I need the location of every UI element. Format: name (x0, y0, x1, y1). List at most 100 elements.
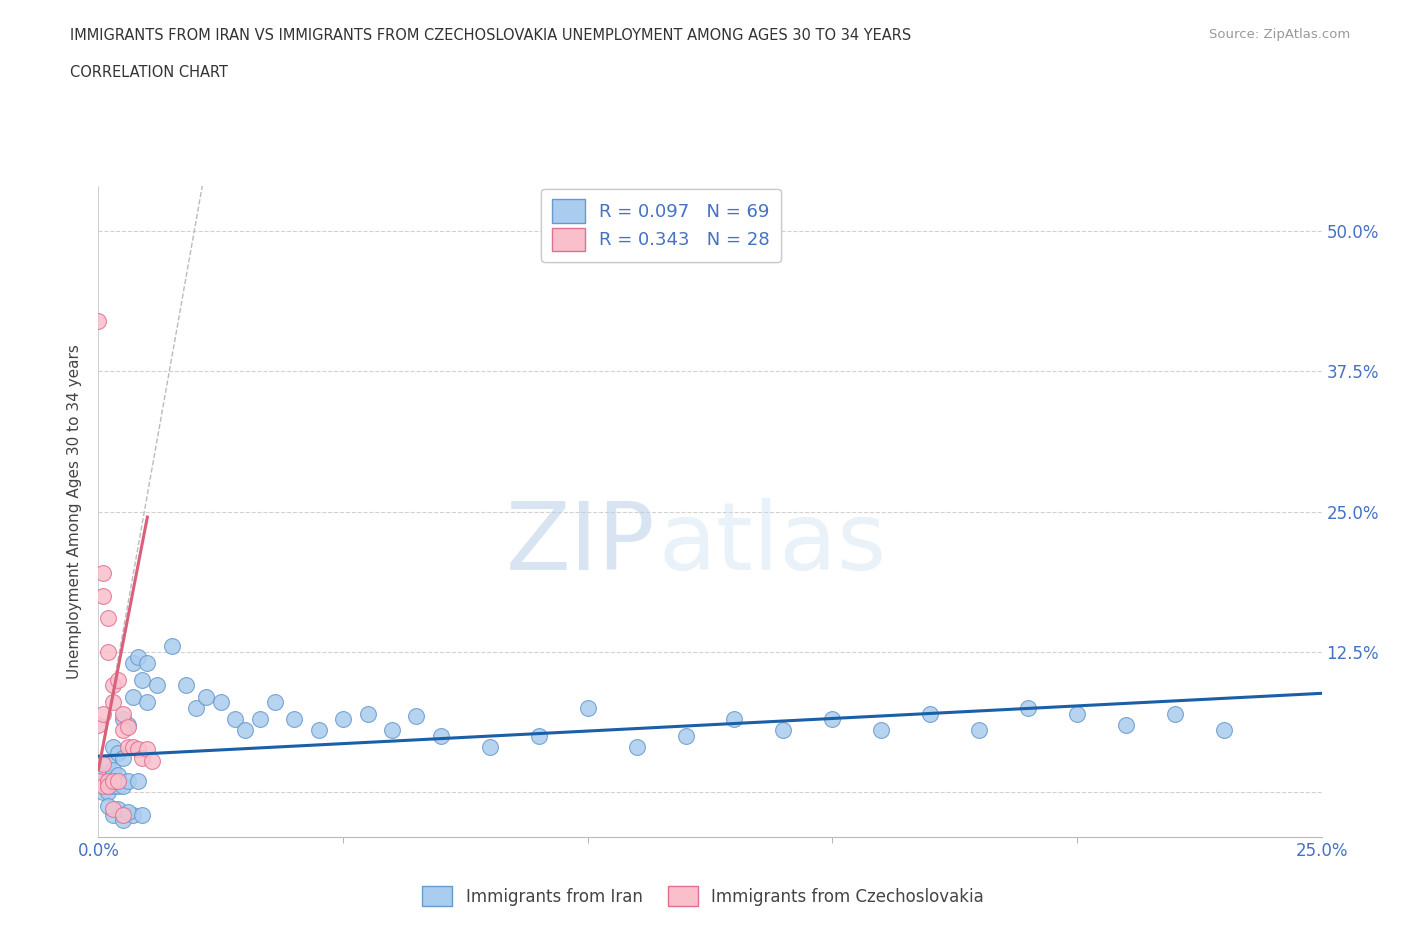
Point (107, 774, 129, 789)
Point (186, 700, 208, 715)
Point (209, 695, 232, 710)
Point (107, 779, 129, 794)
Point (117, 739, 139, 754)
Point (87, 779, 110, 794)
Point (97, 774, 120, 789)
Point (107, 745, 129, 760)
Point (308, 723, 330, 737)
Point (87, 763, 110, 777)
Point (101, 763, 124, 777)
Point (117, 717, 139, 732)
Point (821, 711, 844, 726)
Point (97, 774, 120, 789)
Point (91, 785, 114, 800)
Point (356, 706, 378, 721)
Text: Source: ZipAtlas.com: Source: ZipAtlas.com (1209, 28, 1350, 41)
Point (91, 779, 114, 794)
Point (87, 313, 110, 328)
Point (91, 565, 114, 580)
Point (117, 774, 139, 789)
Point (97, 779, 120, 794)
Point (111, 723, 134, 737)
Point (136, 656, 159, 671)
Point (723, 711, 745, 726)
Point (101, 774, 124, 789)
Point (111, 751, 134, 766)
Point (405, 709, 427, 724)
Point (127, 742, 149, 757)
Point (121, 739, 143, 754)
Point (91, 779, 114, 794)
Point (87, 717, 110, 732)
Point (97, 798, 120, 813)
Text: ZIP: ZIP (505, 498, 655, 590)
Point (1212, 723, 1234, 737)
Point (626, 739, 648, 754)
Point (117, 720, 139, 735)
Point (97, 757, 120, 772)
Point (160, 639, 183, 654)
Point (101, 779, 124, 794)
Point (131, 807, 153, 822)
Point (224, 711, 246, 726)
Point (1066, 706, 1088, 721)
Point (1164, 706, 1187, 721)
Point (249, 711, 271, 726)
Point (176, 678, 198, 693)
Point (127, 774, 149, 789)
Point (675, 728, 697, 743)
Point (131, 751, 153, 766)
Point (121, 656, 143, 671)
Legend: R = 0.097   N = 69, R = 0.343   N = 28: R = 0.097 N = 69, R = 0.343 N = 28 (541, 189, 780, 262)
Legend: Immigrants from Iran, Immigrants from Czechoslovakia: Immigrants from Iran, Immigrants from Cz… (416, 880, 990, 912)
Point (136, 695, 159, 710)
Point (91, 589, 114, 604)
Point (233, 723, 256, 737)
Point (527, 728, 550, 743)
Point (430, 728, 453, 743)
Point (101, 774, 124, 789)
Point (1017, 700, 1039, 715)
Point (121, 807, 143, 822)
Point (131, 672, 153, 687)
Point (101, 802, 124, 817)
Point (107, 672, 129, 687)
Point (283, 711, 305, 726)
Point (97, 611, 120, 626)
Point (111, 813, 134, 828)
Point (101, 678, 124, 693)
Point (141, 753, 163, 768)
Point (91, 776, 114, 790)
Point (576, 700, 599, 715)
Point (91, 768, 114, 783)
Point (117, 804, 139, 819)
Point (111, 706, 134, 721)
Point (136, 742, 159, 757)
Point (121, 689, 143, 704)
Point (107, 802, 129, 817)
Point (91, 757, 114, 772)
Point (97, 644, 120, 659)
Point (97, 785, 120, 800)
Text: IMMIGRANTS FROM IRAN VS IMMIGRANTS FROM CZECHOSLOVAKIA UNEMPLOYMENT AMONG AGES 3: IMMIGRANTS FROM IRAN VS IMMIGRANTS FROM … (70, 28, 911, 43)
Point (101, 739, 124, 754)
Point (870, 723, 893, 737)
Point (478, 739, 501, 754)
Point (91, 706, 114, 721)
Point (111, 807, 134, 822)
Point (97, 779, 120, 794)
Point (111, 711, 134, 726)
Point (101, 807, 124, 822)
Point (195, 689, 218, 704)
Point (332, 711, 354, 726)
Point (107, 768, 129, 783)
Text: atlas: atlas (658, 498, 887, 590)
Point (101, 695, 124, 710)
Point (1115, 717, 1137, 732)
Point (263, 695, 285, 710)
Text: CORRELATION CHART: CORRELATION CHART (70, 65, 228, 80)
Point (146, 678, 169, 693)
Point (967, 723, 990, 737)
Y-axis label: Unemployment Among Ages 30 to 34 years: Unemployment Among Ages 30 to 34 years (67, 344, 83, 679)
Point (772, 723, 794, 737)
